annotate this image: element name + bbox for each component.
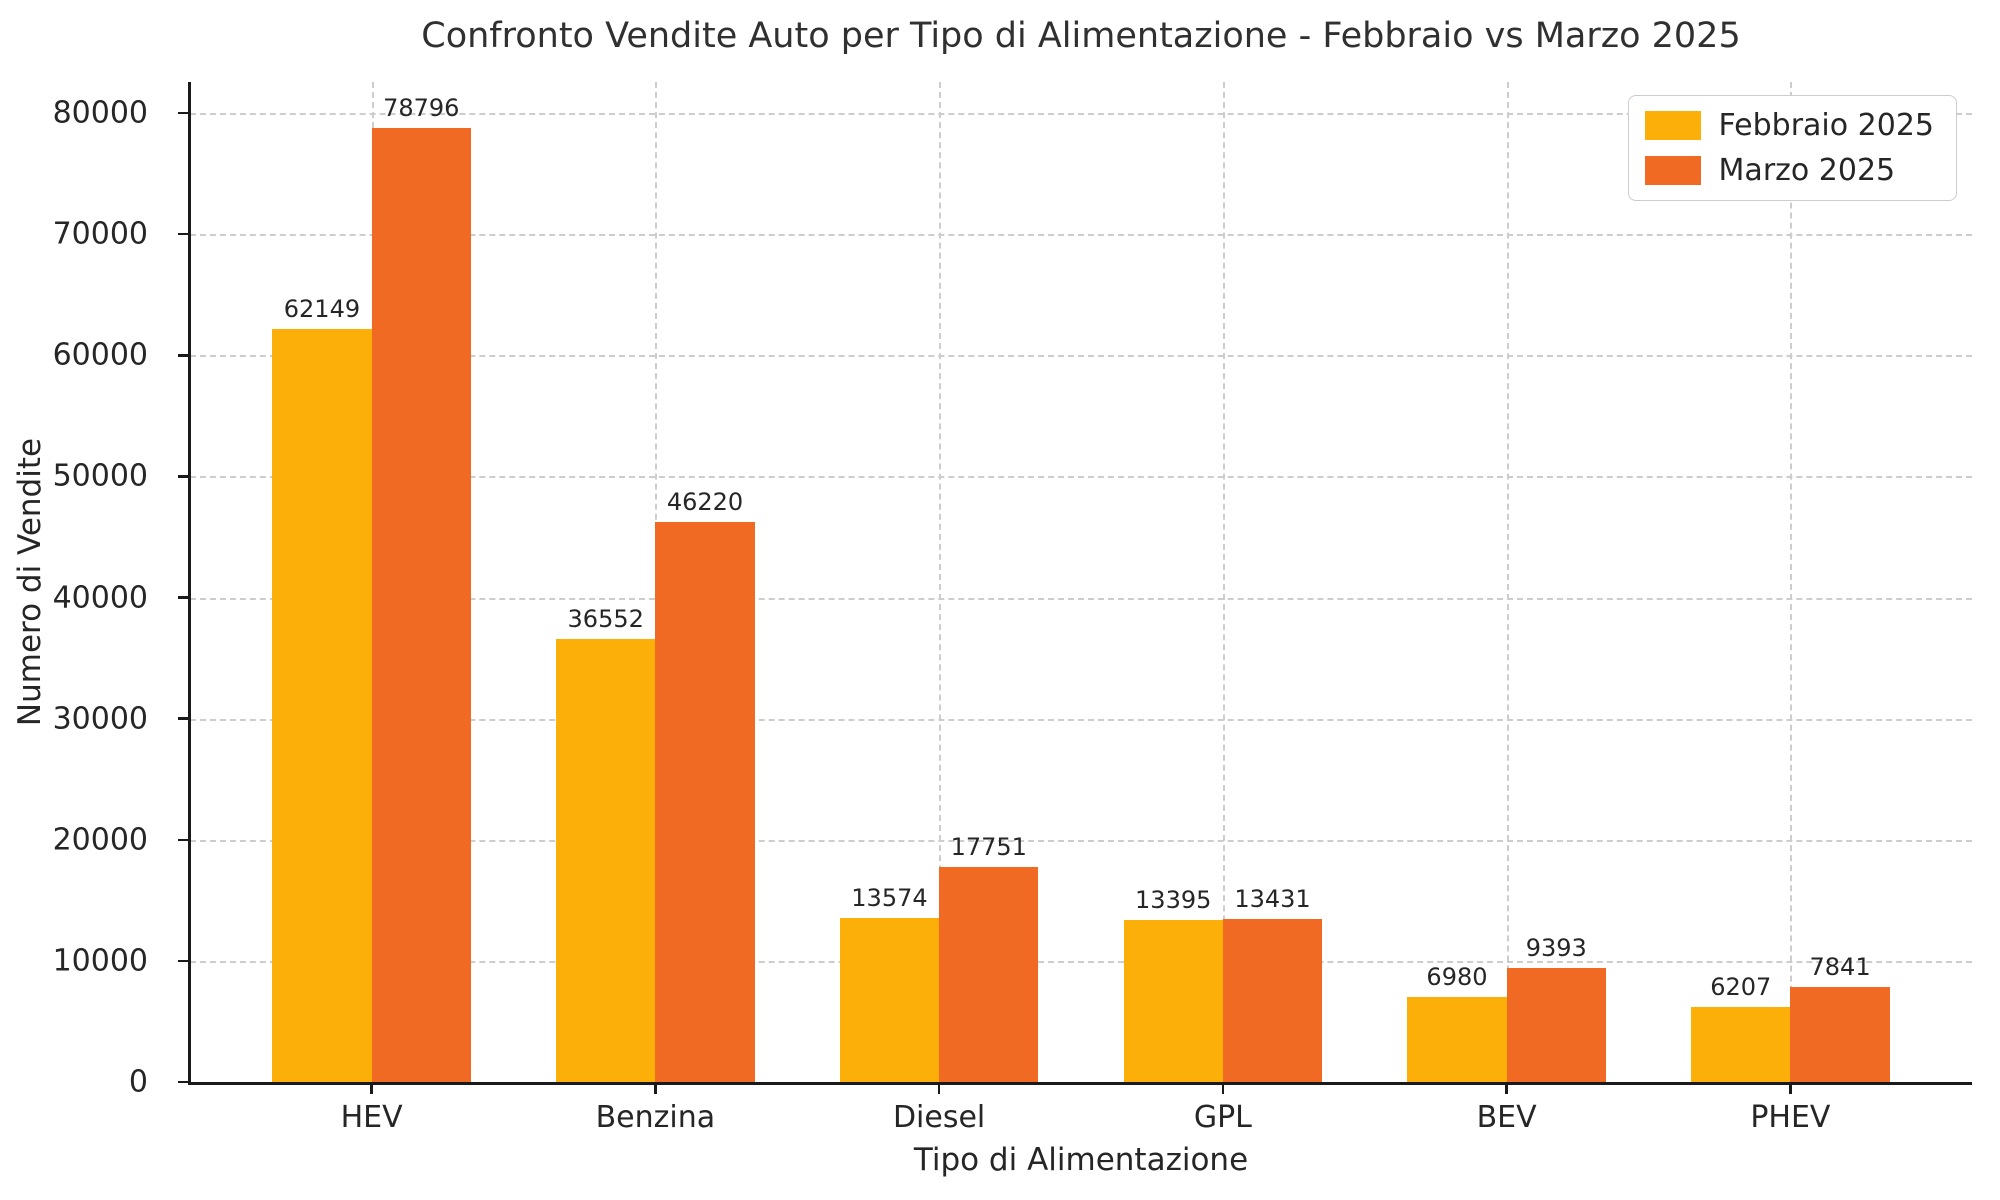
legend: Febbraio 2025 Marzo 2025 (1627, 95, 1957, 201)
y-axis-spine (188, 82, 191, 1084)
bar-marzo-phev (1790, 987, 1890, 1082)
y-tick-label: 10000 (52, 943, 148, 979)
x-tick-label-phev: PHEV (1750, 1100, 1831, 1135)
bar-value-label: 36552 (567, 605, 644, 634)
x-axis-label: Tipo di Alimentazione (913, 1142, 1249, 1178)
bar-febbraio-benzina (556, 639, 656, 1082)
gridline-vertical (939, 82, 942, 1082)
bar-febbraio-gpl (1123, 919, 1223, 1082)
x-tick-label-benzina: Benzina (595, 1100, 716, 1135)
y-tick-mark (178, 354, 188, 357)
x-tick-mark (370, 1084, 373, 1094)
plot-area: 62149 36552 13574 13395 6980 6207 78796 46220 17… (53, 82, 1972, 1135)
gridline-horizontal (190, 839, 1972, 842)
gridline-vertical (1790, 82, 1793, 1082)
y-tick-label: 50000 (52, 458, 148, 494)
bar-value-label: 9393 (1525, 934, 1587, 963)
gridline-horizontal (190, 234, 1972, 237)
y-tick-label: 70000 (52, 216, 148, 252)
legend-swatch-marzo (1644, 156, 1701, 185)
bar-value-label: 17751 (950, 832, 1027, 861)
y-tick-mark (178, 475, 188, 478)
gridline-horizontal (190, 355, 1972, 358)
bar-febbraio-hev (272, 329, 372, 1082)
bar-febbraio-diesel (839, 917, 940, 1082)
y-tick-mark (178, 1080, 188, 1084)
y-tick-mark (178, 838, 188, 841)
gridline-vertical (1506, 82, 1509, 1082)
x-tick-mark (937, 1084, 941, 1094)
bar-value-label: 13431 (1234, 885, 1311, 914)
bar-febbraio-bev (1407, 997, 1507, 1082)
bar-marzo-gpl (1222, 919, 1323, 1082)
chart-title: Confronto Vendite Auto per Tipo di Alime… (421, 16, 1741, 56)
gridline-vertical (1222, 82, 1225, 1082)
y-tick-mark (178, 596, 188, 599)
bar-value-label: 13395 (1135, 885, 1212, 914)
y-tick-mark (178, 959, 188, 963)
x-tick-label-diesel: Diesel (892, 1100, 986, 1135)
y-tick-mark (178, 232, 188, 236)
y-tick-label: 40000 (52, 580, 148, 615)
bar-marzo-benzina (655, 522, 755, 1082)
x-axis-spine (188, 1082, 1972, 1085)
y-tick-label: 30000 (52, 701, 148, 737)
legend-item-febbraio: Febbraio 2025 (1644, 108, 1934, 143)
y-tick-label: 60000 (52, 337, 148, 373)
legend-swatch-febbraio (1644, 111, 1701, 140)
bar-value-label: 62149 (283, 295, 361, 324)
gridline-horizontal (190, 597, 1972, 600)
legend-label-marzo: Marzo 2025 (1718, 153, 1896, 188)
gridline-horizontal (190, 113, 1972, 115)
gridline-horizontal (190, 476, 1972, 479)
x-tick-mark (1789, 1084, 1792, 1094)
bar-febbraio-phev (1691, 1006, 1791, 1082)
bar-value-label: 13574 (851, 883, 928, 912)
legend-label-febbraio: Febbraio 2025 (1718, 108, 1934, 143)
bar-value-label: 7841 (1809, 953, 1871, 982)
bar-value-label: 46220 (666, 488, 744, 517)
bar-value-label: 6980 (1426, 963, 1488, 992)
x-tick-label-bev: BEV (1476, 1100, 1537, 1135)
legend-item-marzo: Marzo 2025 (1644, 153, 1934, 188)
x-tick-mark (1505, 1084, 1508, 1094)
x-tick-mark (1221, 1084, 1225, 1094)
gridline-horizontal (190, 718, 1972, 721)
x-tick-label-hev: HEV (340, 1100, 403, 1135)
bar-marzo-bev (1506, 968, 1606, 1082)
bar-marzo-diesel (939, 866, 1039, 1082)
y-axis-label: Numero di Vendite (12, 437, 48, 727)
y-tick-mark (178, 717, 188, 720)
bar-value-label: 78796 (383, 93, 460, 122)
x-tick-mark (654, 1084, 657, 1094)
y-tick-mark (178, 111, 188, 115)
bar-value-label: 6207 (1710, 972, 1772, 1001)
gridline-horizontal (190, 960, 1972, 963)
y-tick-label: 0 (128, 1064, 148, 1100)
bar-marzo-hev (371, 127, 471, 1082)
x-tick-label-gpl: GPL (1193, 1100, 1252, 1135)
y-tick-label: 80000 (52, 95, 148, 131)
y-tick-label: 20000 (52, 822, 148, 858)
